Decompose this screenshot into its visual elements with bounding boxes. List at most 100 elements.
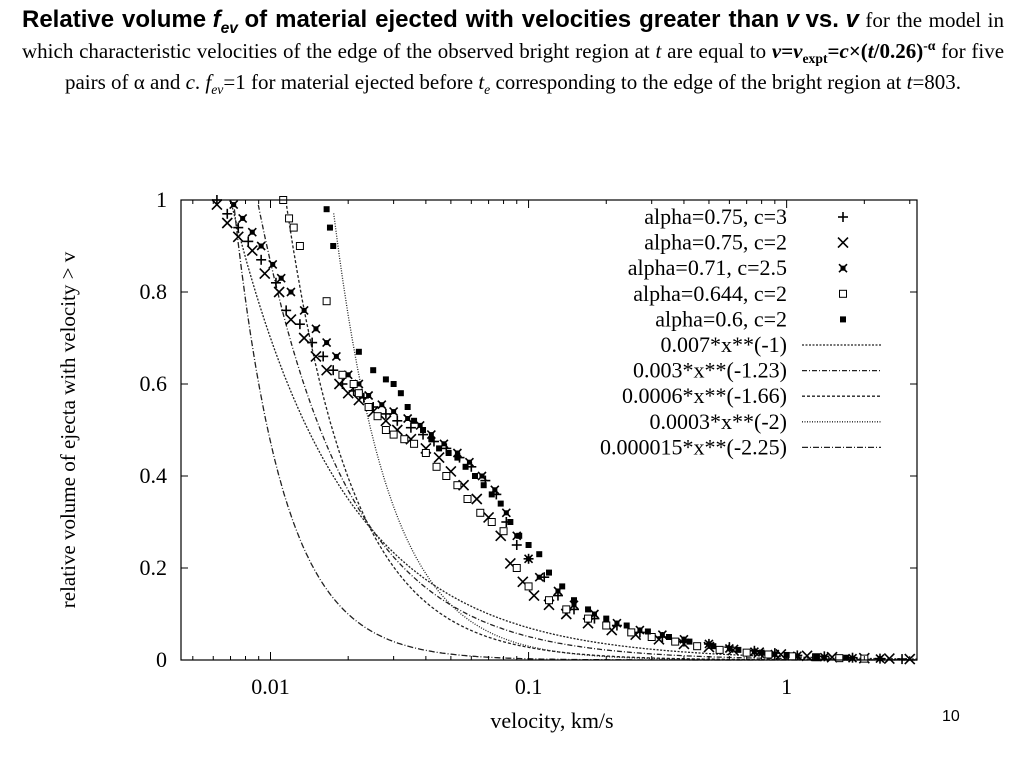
data-point-cross [342, 387, 354, 399]
y-axis-label: relative volume of ejecta with velocity … [56, 251, 80, 608]
data-point-filled-square [411, 417, 418, 424]
data-point-plus [281, 305, 292, 316]
data-point-filled-square [516, 532, 523, 539]
data-point-star [311, 324, 321, 334]
data-point-filled-square [390, 381, 397, 387]
data-point-square [715, 645, 724, 654]
data-point-cross [433, 452, 445, 464]
data-point-cross [528, 590, 540, 602]
fit-curve [285, 200, 917, 661]
data-point-square [364, 403, 373, 411]
formula-vexpt: v [793, 39, 803, 63]
legend-label: alpha=0.6, c=2 [655, 306, 787, 331]
data-point-plus [256, 254, 267, 265]
formula-tail: /0.26) [873, 39, 924, 63]
legend-label: 0.0003*x**(-2) [650, 409, 787, 434]
data-point-cross [333, 378, 346, 390]
data-point-star [724, 643, 734, 654]
data-point-star [276, 273, 286, 283]
data-point-plus [405, 422, 416, 433]
data-point-filled-square [323, 206, 330, 213]
data-point-square [289, 223, 298, 232]
data-point-square [400, 435, 409, 444]
data-point-filled-square [428, 436, 435, 443]
data-point-star [331, 351, 341, 361]
data-point-star [256, 241, 266, 251]
y-tick-label: 0.6 [140, 371, 168, 396]
data-point-filled-square [559, 583, 566, 590]
data-point-filled-square [445, 450, 452, 456]
data-point-filled-square [454, 454, 461, 461]
data-point-square [742, 648, 751, 657]
data-point-square [381, 426, 390, 434]
data-point-square [835, 654, 844, 663]
slide-title: Relative volume fev of material ejected … [22, 4, 1004, 98]
formula-v: v [771, 39, 782, 63]
x-tick-label: 1 [781, 674, 792, 699]
data-point-square [693, 642, 702, 651]
title-t-symbol: t [655, 39, 662, 63]
data-point-square [499, 527, 508, 536]
data-point-filled-square [355, 348, 362, 355]
data-point-filled-square [603, 615, 610, 622]
data-point-star [364, 390, 374, 401]
formula-vexpt-sub: expt [802, 51, 828, 67]
data-point-star [875, 654, 885, 664]
data-point-plus [328, 365, 339, 376]
data-points [211, 195, 916, 665]
data-point-star [247, 227, 257, 237]
data-point-square [432, 462, 441, 471]
data-point-star [389, 407, 399, 417]
title-v-symbol: v [785, 6, 800, 33]
fit-curves [230, 200, 917, 661]
data-point-star [501, 508, 511, 518]
data-point-square [788, 652, 797, 661]
title-p5: =1 for material ejected before [223, 70, 474, 94]
y-tick-label: 0.4 [140, 463, 168, 488]
data-point-filled-square [536, 551, 543, 558]
data-point-star [268, 259, 278, 269]
data-point-filled-square [644, 628, 651, 635]
data-point-plus [392, 415, 403, 426]
y-tick-label: 1 [156, 187, 167, 212]
data-point-filled-square [436, 445, 443, 452]
data-point-square [453, 481, 462, 490]
data-point-plus [243, 236, 254, 247]
data-point-square [389, 430, 398, 439]
data-point-filled-square [525, 542, 532, 548]
data-point-filled-square [382, 376, 389, 383]
data-point-filled-square [370, 367, 377, 374]
title-p4: . [194, 70, 201, 94]
data-point-star [322, 338, 332, 348]
data-point-square [647, 633, 656, 641]
fit-curve [230, 200, 917, 660]
y-tick-label: 0.2 [140, 555, 168, 580]
data-point-star [635, 625, 645, 635]
data-point-star [477, 471, 487, 481]
data-point-square [524, 582, 533, 591]
x-tick-label: 0.01 [251, 674, 290, 699]
data-point-filled-square [480, 482, 487, 489]
data-point-square [338, 370, 347, 379]
title-p6: corresponding to the edge of the bright … [495, 70, 902, 94]
data-point-square [322, 297, 331, 306]
title-f-sub: ev [220, 19, 238, 37]
data-point-filled-square [488, 491, 495, 498]
data-point-filled-square [813, 653, 820, 660]
title-f2-symbol: f [205, 70, 212, 94]
data-point-cross [246, 245, 258, 257]
formula-times: ×( [848, 39, 868, 63]
fit-curve [233, 209, 917, 661]
legend-label: 0.007*x**(-1) [661, 332, 787, 357]
data-point-filled-square [326, 224, 333, 231]
data-point-filled-square [507, 519, 514, 525]
x-tick-label: 0.1 [515, 674, 543, 699]
title-c-symbol: c [185, 70, 195, 94]
data-point-square [285, 214, 294, 223]
data-point-cross [837, 237, 849, 249]
data-point-cross [471, 493, 483, 505]
data-point-square [442, 472, 451, 480]
data-point-star [838, 263, 848, 273]
